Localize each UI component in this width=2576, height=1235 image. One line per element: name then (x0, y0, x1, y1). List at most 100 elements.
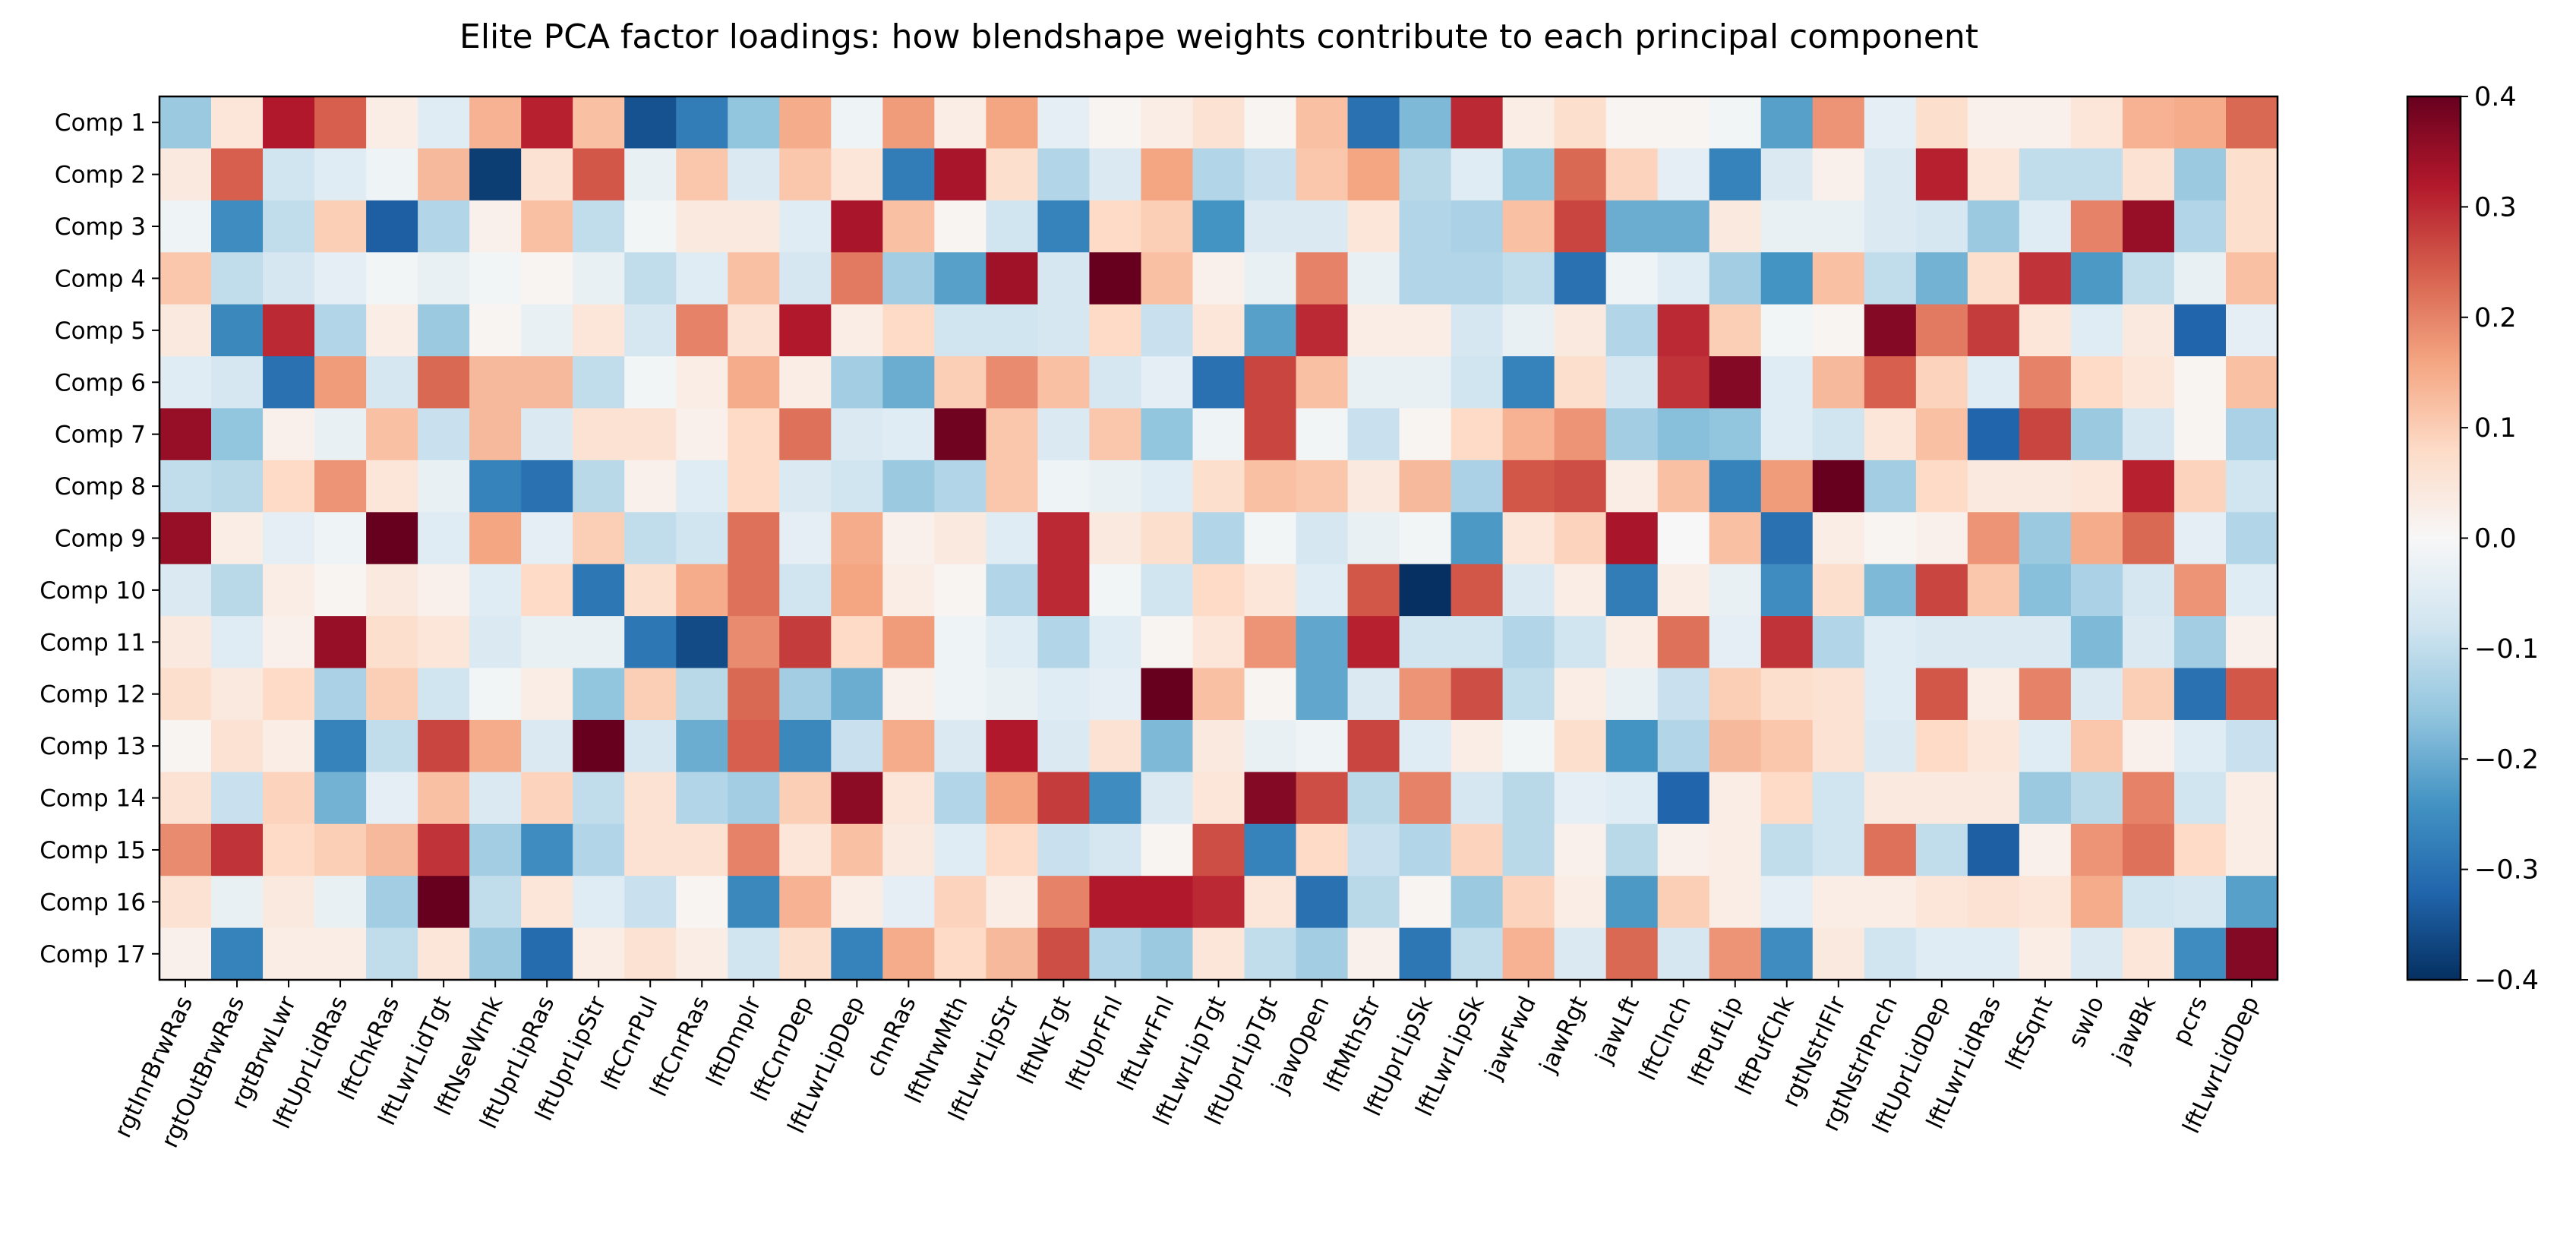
heatmap-cell (159, 512, 212, 565)
heatmap-cell (314, 512, 367, 565)
heatmap-cell (2225, 564, 2278, 617)
colorbar-tick-label: −0.4 (2474, 965, 2539, 996)
heatmap-cell (1709, 876, 1762, 929)
heatmap-cell (831, 408, 883, 461)
heatmap-cell (366, 148, 418, 201)
heatmap-cell (2122, 356, 2175, 409)
x-tick-label: jawRgt (1534, 992, 1593, 1078)
heatmap-cell (779, 512, 832, 565)
heatmap-cell (1399, 564, 1452, 617)
heatmap-cell (728, 408, 780, 461)
heatmap-cell (159, 304, 212, 357)
heatmap-cell (1296, 876, 1349, 929)
heatmap-cell (1141, 200, 1194, 253)
heatmap-cell (1915, 668, 1968, 721)
heatmap-cell (1967, 408, 2020, 461)
heatmap-cell (521, 148, 573, 201)
heatmap-cell (1296, 719, 1349, 772)
heatmap-cell (676, 460, 728, 513)
heatmap-cell (1967, 252, 2020, 305)
heatmap-cell (1451, 772, 1504, 825)
heatmap-cell (676, 927, 728, 981)
heatmap-cell (263, 564, 315, 617)
heatmap-cell (2225, 304, 2278, 357)
heatmap-cell (2225, 668, 2278, 721)
heatmap-cell (676, 96, 728, 150)
heatmap-cell (1605, 148, 1659, 201)
heatmap-cell (1605, 356, 1659, 409)
heatmap-cell (418, 252, 470, 305)
heatmap-cell (779, 719, 832, 772)
heatmap-cell (779, 252, 832, 305)
heatmap-cell (2122, 304, 2175, 357)
heatmap-cell (1709, 668, 1762, 721)
heatmap-cell (882, 668, 935, 721)
heatmap-cell (831, 719, 883, 772)
heatmap-cell (831, 200, 883, 253)
heatmap-cell (676, 252, 728, 305)
y-tick-label: Comp 14 (39, 785, 146, 813)
heatmap-cell (882, 823, 935, 877)
heatmap-cell (1709, 512, 1762, 565)
heatmap-cell (728, 823, 780, 877)
heatmap-cell (2019, 96, 2072, 150)
heatmap-cell (314, 148, 367, 201)
heatmap-cell (1399, 148, 1452, 201)
heatmap-cell (1812, 823, 1865, 877)
heatmap-cell (2225, 356, 2278, 409)
heatmap-cell (1296, 252, 1349, 305)
heatmap-cell (263, 148, 315, 201)
heatmap-cell (2225, 876, 2278, 929)
heatmap-cell (779, 668, 832, 721)
heatmap-cell (211, 200, 264, 253)
heatmap-cell (1967, 200, 2020, 253)
heatmap-cell (2070, 564, 2123, 617)
heatmap-cell (1244, 564, 1297, 617)
heatmap-cell (1141, 252, 1194, 305)
heatmap-cell (263, 668, 315, 721)
heatmap-cell (934, 668, 987, 721)
heatmap-cell (624, 148, 677, 201)
heatmap-cell (882, 772, 935, 825)
heatmap-cell (1244, 200, 1297, 253)
heatmap-cell (1037, 564, 1091, 617)
heatmap-cell (573, 252, 625, 305)
heatmap-cell (1812, 512, 1865, 565)
heatmap-cell (1554, 512, 1607, 565)
heatmap-cell (1864, 96, 1917, 150)
heatmap-cell (624, 96, 677, 150)
heatmap-cell (1657, 356, 1710, 409)
heatmap-cell (1192, 304, 1245, 357)
heatmap-cell (676, 616, 728, 669)
heatmap-cell (2174, 200, 2227, 253)
heatmap-cell (314, 408, 367, 461)
heatmap-cell (1502, 408, 1555, 461)
heatmap-cell (418, 876, 470, 929)
heatmap-cell (624, 668, 677, 721)
y-tick-label: Comp 6 (55, 369, 146, 396)
heatmap-cell (1502, 564, 1555, 617)
heatmap-cell (2019, 616, 2072, 669)
colorbar-tick-label: −0.2 (2474, 744, 2539, 775)
heatmap-cell (2174, 876, 2227, 929)
heatmap-cell (1399, 668, 1452, 721)
heatmap-cell (1967, 96, 2020, 150)
heatmap-cell (2122, 823, 2175, 877)
heatmap-cell (1089, 719, 1142, 772)
heatmap-cell (1864, 772, 1917, 825)
heatmap-cell (831, 460, 883, 513)
heatmap-cell (573, 616, 625, 669)
heatmap-cell (1192, 356, 1245, 409)
heatmap-cell (1296, 96, 1349, 150)
heatmap-cell (1244, 252, 1297, 305)
heatmap-cell (676, 200, 728, 253)
heatmap-cell (1554, 719, 1607, 772)
heatmap-cell (573, 148, 625, 201)
heatmap-cell (2174, 148, 2227, 201)
heatmap-cell (1244, 460, 1297, 513)
heatmap-cell (2122, 927, 2175, 981)
heatmap-cell (1399, 512, 1452, 565)
heatmap-cell (2225, 512, 2278, 565)
heatmap-cell (934, 772, 987, 825)
heatmap-cell (1502, 304, 1555, 357)
